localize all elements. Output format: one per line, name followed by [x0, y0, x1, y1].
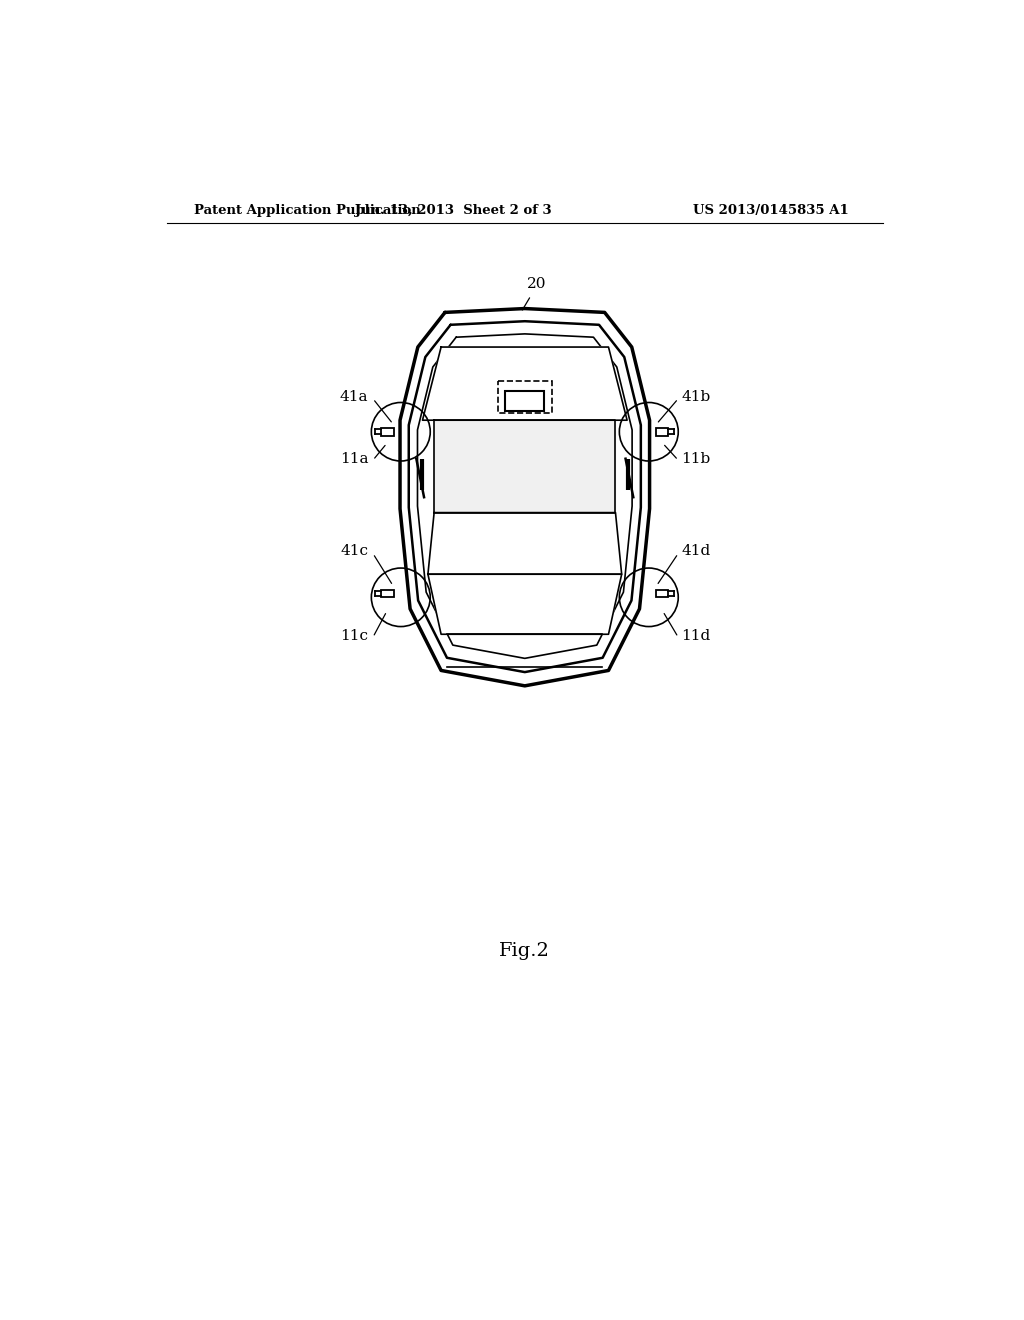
Text: Fig.2: Fig.2	[500, 942, 550, 961]
Bar	[381, 590, 394, 597]
Bar	[655, 428, 669, 436]
Bar	[381, 428, 394, 436]
Text: 11b: 11b	[681, 451, 711, 466]
Polygon shape	[434, 420, 615, 512]
Text: Patent Application Publication: Patent Application Publication	[194, 205, 421, 218]
Bar	[655, 590, 669, 597]
Bar	[506, 391, 544, 411]
Text: US 2013/0145835 A1: US 2013/0145835 A1	[693, 205, 849, 218]
Text: 41d: 41d	[681, 544, 711, 558]
Polygon shape	[428, 512, 622, 574]
Polygon shape	[423, 347, 627, 420]
Polygon shape	[428, 574, 622, 635]
Text: 11a: 11a	[340, 451, 369, 466]
Text: 11d: 11d	[681, 628, 711, 643]
Text: 11c: 11c	[340, 628, 369, 643]
Text: 20: 20	[526, 277, 546, 290]
Text: 41c: 41c	[340, 544, 369, 558]
Bar	[498, 381, 552, 413]
Text: 41a: 41a	[340, 391, 369, 404]
Text: Jun. 13, 2013  Sheet 2 of 3: Jun. 13, 2013 Sheet 2 of 3	[355, 205, 552, 218]
Text: 41b: 41b	[681, 391, 711, 404]
